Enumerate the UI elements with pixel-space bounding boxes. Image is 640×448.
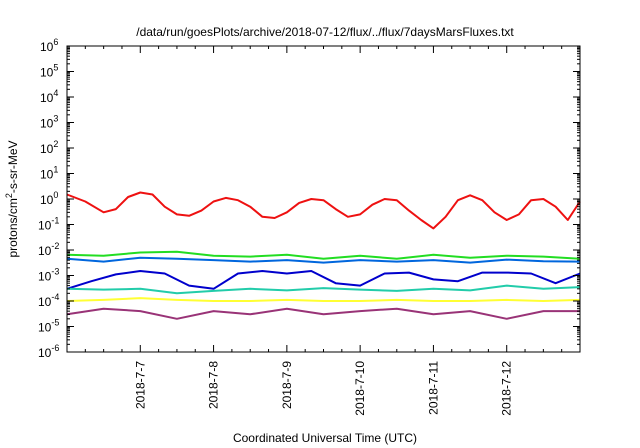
y-tick-label-exponent: 6 bbox=[53, 37, 58, 47]
y-tick-label-base: 10 bbox=[38, 295, 52, 309]
y-tick-label: 10-2 bbox=[38, 241, 59, 258]
y-tick-label: 10-3 bbox=[38, 267, 59, 284]
y-tick-label-base: 10 bbox=[38, 346, 52, 360]
y-tick-label-exponent: 1 bbox=[53, 165, 58, 175]
chart-title: /data/run/goesPlots/archive/2018-07-12/f… bbox=[136, 25, 514, 39]
y-axis-label-rest: -s-sr-MeV bbox=[6, 140, 20, 193]
y-tick-label: 10-4 bbox=[38, 292, 59, 309]
y-tick-label-exponent: -3 bbox=[51, 267, 59, 277]
ticks-layer bbox=[67, 45, 580, 353]
y-tick-label: 105 bbox=[40, 63, 58, 80]
y-tick-label-exponent: 0 bbox=[53, 190, 58, 200]
y-tick-label-exponent: 4 bbox=[53, 88, 58, 98]
y-tick-label-base: 10 bbox=[38, 321, 52, 335]
y-tick-label: 10-1 bbox=[38, 216, 59, 233]
series-line-4 bbox=[66, 270, 581, 290]
y-tick-label-exponent: 5 bbox=[53, 63, 58, 73]
series-line-1 bbox=[66, 191, 581, 230]
series-line-6 bbox=[66, 297, 581, 302]
y-tick-label: 104 bbox=[40, 88, 58, 105]
y-tick-label-base: 10 bbox=[40, 40, 54, 54]
y-tick-label: 102 bbox=[40, 139, 58, 156]
y-tick-label-exponent: -6 bbox=[51, 343, 59, 353]
y-tick-label: 106 bbox=[40, 37, 58, 54]
y-tick-label-base: 10 bbox=[38, 244, 52, 258]
y-tick-label-base: 10 bbox=[38, 219, 52, 233]
y-tick-label-base: 10 bbox=[40, 91, 54, 105]
y-tick-label-exponent: -4 bbox=[51, 292, 59, 302]
x-tick-label: 2018-7-12 bbox=[500, 361, 514, 416]
y-tick-label-base: 10 bbox=[38, 270, 52, 284]
labels-layer: 10-610-510-410-310-210-11001011021031041… bbox=[38, 37, 514, 416]
y-axis-label-exponent: 2 bbox=[4, 193, 14, 198]
y-axis-label-unit: protons/cm bbox=[6, 198, 20, 257]
y-tick-label-exponent: 2 bbox=[53, 139, 58, 149]
x-tick-label: 2018-7-10 bbox=[353, 361, 367, 416]
series-line-3 bbox=[66, 256, 581, 264]
series-line-2 bbox=[66, 250, 581, 260]
y-tick-label: 101 bbox=[40, 165, 58, 182]
y-axis-label: protons/cm2-s-sr-MeV bbox=[4, 140, 20, 257]
x-tick-label: 2018-7-8 bbox=[207, 361, 221, 409]
x-tick-label: 2018-7-7 bbox=[133, 361, 147, 409]
series-line-5 bbox=[66, 284, 581, 295]
series-line-7 bbox=[66, 307, 580, 320]
y-tick-label-base: 10 bbox=[40, 117, 54, 131]
series-layer bbox=[66, 191, 581, 320]
y-tick-label: 10-6 bbox=[38, 343, 59, 360]
y-tick-label: 10-5 bbox=[38, 318, 59, 335]
x-tick-label: 2018-7-11 bbox=[426, 361, 440, 415]
y-tick-label-base: 10 bbox=[40, 66, 54, 80]
y-tick-label-base: 10 bbox=[40, 193, 54, 207]
y-tick-label-exponent: -5 bbox=[51, 318, 59, 328]
y-tick-label: 100 bbox=[40, 190, 58, 207]
y-tick-label-base: 10 bbox=[40, 142, 54, 156]
y-tick-label-exponent: 3 bbox=[53, 114, 58, 124]
x-tick-label: 2018-7-9 bbox=[280, 361, 294, 409]
y-tick-label-exponent: -1 bbox=[51, 216, 59, 226]
y-tick-label: 103 bbox=[40, 114, 58, 131]
y-tick-label-exponent: -2 bbox=[51, 241, 59, 251]
y-tick-label-base: 10 bbox=[40, 168, 54, 182]
x-axis-label: Coordinated Universal Time (UTC) bbox=[233, 431, 417, 445]
